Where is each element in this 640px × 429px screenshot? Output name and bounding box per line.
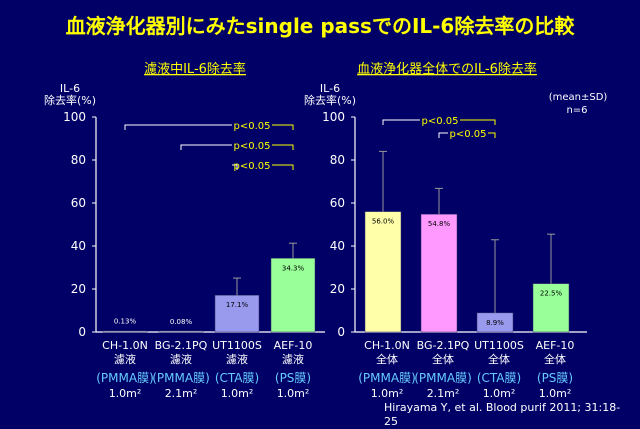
bar <box>102 330 148 333</box>
x-tick-label: UT1100S <box>212 339 262 352</box>
panel-title: 濾液中IL-6除去率 <box>144 61 246 77</box>
y-tick-label: 80 <box>71 153 86 167</box>
membrane-label: (CTA膜) <box>477 371 521 385</box>
x-tick-sublabel: 濾液 <box>226 352 248 366</box>
significance-bracket <box>488 132 496 138</box>
area-label: 1.0m² <box>277 387 310 400</box>
significance-label: p<0.05 <box>422 116 459 127</box>
page-title: 血液浄化器別にみたsingle passでのIL-6除去率の比較 <box>65 14 575 38</box>
area-label: 1.0m² <box>371 387 404 400</box>
y-tick-label: 20 <box>71 282 86 296</box>
y-tick-label: 60 <box>71 196 86 210</box>
membrane-label: (CTA膜) <box>215 371 259 385</box>
membrane-label: (PS膜) <box>275 371 311 385</box>
bar <box>420 213 458 333</box>
y-axis-label: IL-6 <box>320 82 340 95</box>
x-tick-label: AEF-10 <box>536 339 575 352</box>
x-tick-sublabel: 濾液 <box>282 352 304 366</box>
x-tick-label: CH-1.0N <box>364 339 410 352</box>
y-axis-label: 除去率(%) <box>304 93 356 107</box>
significance-label: p<0.05 <box>234 161 271 172</box>
legend-note: (mean±SD) <box>549 92 608 103</box>
data-label: 34.3% <box>282 264 305 272</box>
membrane-label: (PMMA膜) <box>414 371 472 385</box>
data-label: 54.8% <box>428 220 451 228</box>
y-tick-label: 0 <box>78 325 86 339</box>
significance-label: p<0.05 <box>450 129 487 140</box>
significance-bracket <box>382 119 420 125</box>
significance-bracket <box>272 144 294 150</box>
y-axis-label: 除去率(%) <box>44 93 96 107</box>
significance-label: p<0.05 <box>234 141 271 152</box>
x-tick-sublabel: 濾液 <box>170 352 192 366</box>
data-label: 17.1% <box>226 301 249 309</box>
significance-bracket <box>180 144 232 150</box>
significance-label: p<0.05 <box>234 121 271 132</box>
significance-bracket <box>272 124 294 130</box>
area-label: 1.0m² <box>539 387 572 400</box>
x-tick-sublabel: 濾液 <box>114 352 136 366</box>
x-tick-label: BG-2.1PQ <box>155 339 208 352</box>
bar <box>214 294 260 333</box>
x-tick-sublabel: 全体 <box>432 352 454 366</box>
x-tick-label: AEF-10 <box>274 339 313 352</box>
y-tick-label: 80 <box>330 153 345 167</box>
y-axis-label: IL-6 <box>60 82 80 95</box>
data-label: 0.08% <box>170 318 193 326</box>
bar <box>158 330 204 333</box>
data-label: 56.0% <box>372 218 395 226</box>
area-label: 2.1m² <box>427 387 460 400</box>
y-tick-label: 60 <box>330 196 345 210</box>
y-tick-label: 40 <box>71 239 86 253</box>
membrane-label: (PMMA膜) <box>358 371 416 385</box>
x-tick-label: CH-1.0N <box>102 339 148 352</box>
x-tick-sublabel: 全体 <box>376 352 398 366</box>
panel-title: 血液浄化器全体でのIL-6除去率 <box>357 61 537 77</box>
significance-bracket <box>460 119 496 125</box>
legend-n: n=6 <box>566 105 587 116</box>
y-tick-label: 100 <box>322 110 345 124</box>
area-label: 1.0m² <box>483 387 516 400</box>
x-tick-sublabel: 全体 <box>488 352 510 366</box>
area-label: 2.1m² <box>165 387 198 400</box>
data-label: 22.5% <box>540 290 563 298</box>
source-citation: Hirayama Y, et al. Blood purif 2011; 31:… <box>384 401 621 428</box>
data-label: 0.13% <box>114 318 137 326</box>
membrane-label: (PMMA膜) <box>96 371 154 385</box>
y-tick-label: 20 <box>330 282 345 296</box>
significance-bracket <box>124 124 232 130</box>
bar <box>532 283 570 333</box>
significance-bracket <box>272 164 294 170</box>
membrane-label: (PS膜) <box>537 371 573 385</box>
area-label: 1.0m² <box>109 387 142 400</box>
area-label: 1.0m² <box>221 387 254 400</box>
x-tick-label: UT1100S <box>474 339 524 352</box>
y-tick-label: 100 <box>63 110 86 124</box>
bar <box>364 211 402 333</box>
x-tick-sublabel: 全体 <box>544 352 566 366</box>
data-label: 8.9% <box>486 319 504 327</box>
y-tick-label: 0 <box>337 325 345 339</box>
membrane-label: (PMMA膜) <box>152 371 210 385</box>
y-tick-label: 40 <box>330 239 345 253</box>
significance-bracket <box>438 132 448 138</box>
x-tick-label: BG-2.1PQ <box>417 339 470 352</box>
significance-bracket <box>232 164 238 170</box>
